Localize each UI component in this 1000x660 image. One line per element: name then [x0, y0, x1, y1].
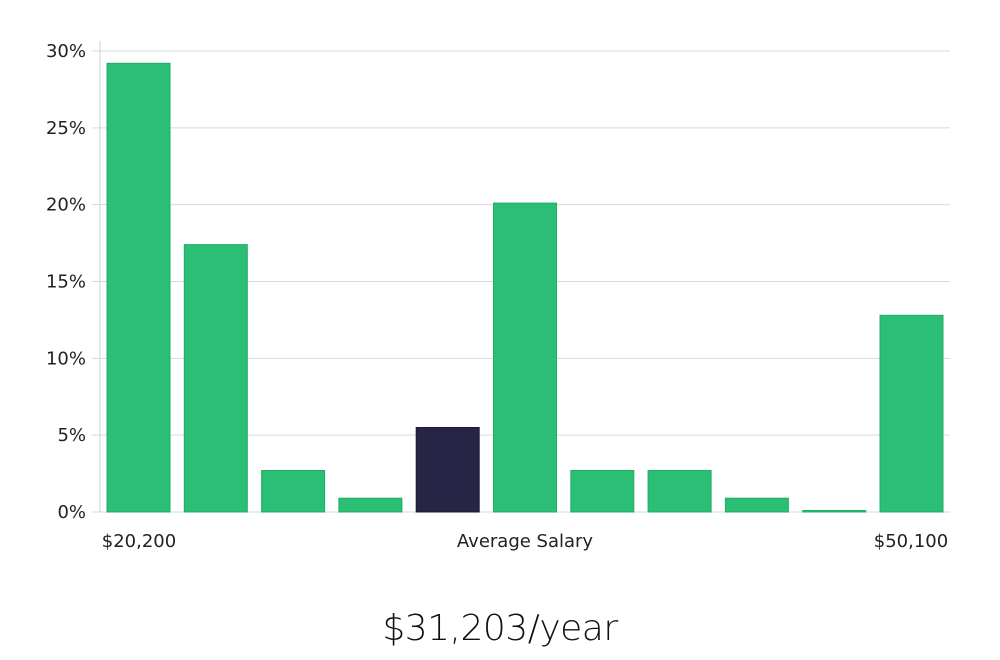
y-tick-label: 30% [46, 41, 86, 62]
average-salary-value: $31,203/year [382, 608, 618, 649]
bars [106, 62, 944, 513]
bar [724, 497, 789, 513]
bar [647, 470, 712, 513]
bar [879, 314, 944, 513]
x-label-max: $50,100 [874, 531, 948, 552]
bar [802, 510, 867, 513]
bar [570, 470, 635, 513]
bar [493, 202, 557, 513]
bar [106, 62, 171, 513]
y-axis-ticks: 0% 5% 10% 15% 20% 25% 30% [46, 41, 86, 523]
salary-histogram: 0% 5% 10% 15% 20% 25% 30% $20,200 Average Sala… [46, 41, 950, 552]
bar [183, 244, 248, 513]
bar [338, 497, 403, 513]
y-tick-label: 20% [46, 195, 86, 216]
bar [261, 470, 326, 513]
y-tick-label: 10% [46, 348, 86, 369]
y-tick-label: 5% [57, 425, 86, 446]
y-tick-label: 0% [57, 502, 86, 523]
y-tick-label: 15% [46, 272, 86, 293]
y-tick-label: 25% [46, 118, 86, 139]
bar-average [415, 427, 480, 513]
x-label-average: Average Salary [457, 531, 594, 552]
x-label-min: $20,200 [102, 531, 176, 552]
